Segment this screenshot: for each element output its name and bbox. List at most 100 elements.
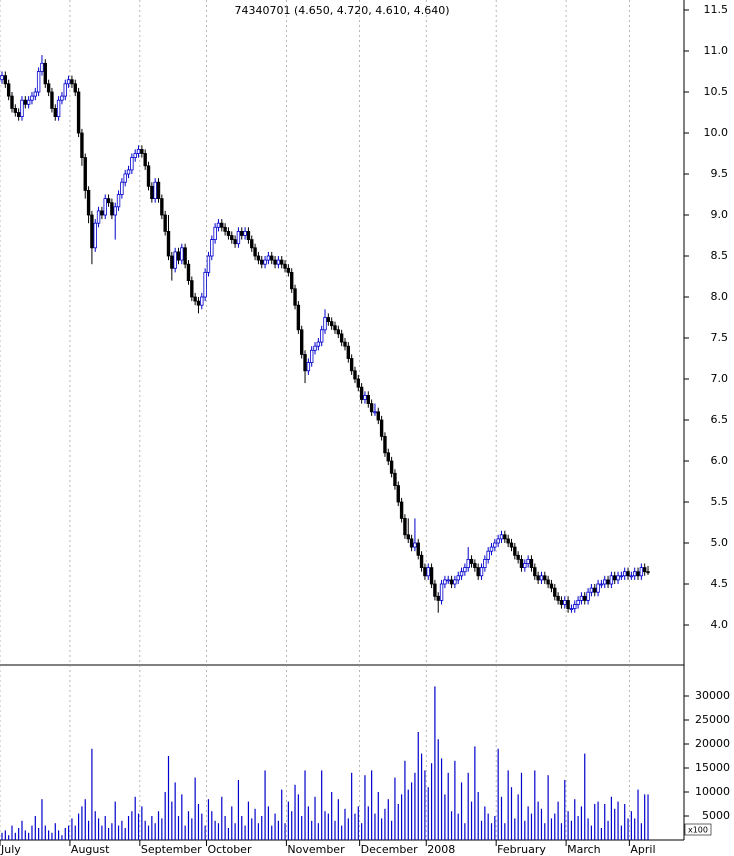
candle-body: [30, 95, 34, 101]
y-tick-label: 5000: [702, 809, 730, 822]
candle-body: [333, 325, 337, 331]
candle-body: [153, 181, 157, 199]
candle-body: [266, 255, 271, 261]
candle-body: [260, 259, 264, 265]
candle-body: [23, 99, 28, 105]
y-tick-label: 15000: [695, 761, 730, 774]
candle-body: [16, 112, 21, 117]
candle-body: [529, 559, 534, 569]
candle-body: [280, 259, 284, 265]
candle-body: [270, 255, 274, 261]
candle-body: [130, 157, 134, 171]
candle-body: [413, 542, 417, 548]
candle-body: [383, 435, 387, 454]
x-tick-label: December: [361, 843, 419, 856]
candle-body: [426, 567, 430, 577]
candle-body: [349, 358, 354, 372]
candle-body: [386, 452, 390, 462]
candle-body: [90, 214, 94, 249]
candle-body: [473, 563, 477, 568]
candle-body: [533, 567, 537, 577]
candle-body: [273, 259, 277, 265]
candle-body: [46, 83, 51, 93]
candle-body: [642, 567, 647, 573]
candle-body: [613, 575, 617, 581]
candle-body: [166, 230, 171, 257]
candle-body: [449, 579, 454, 585]
candle-body: [419, 554, 424, 568]
candle-body: [100, 210, 104, 216]
candle-body: [379, 419, 384, 437]
candle-body: [576, 600, 580, 605]
candle-body: [609, 575, 614, 585]
candle-body: [223, 226, 227, 232]
x-tick-label: February: [497, 843, 546, 856]
candle-body: [573, 604, 577, 609]
y-tick-label: 11.5: [704, 3, 729, 16]
candle-body: [429, 567, 434, 585]
candle-body: [276, 259, 281, 265]
candle-body: [216, 222, 221, 228]
candle-body: [563, 600, 567, 605]
candle-body: [256, 255, 261, 261]
candle-body: [453, 579, 457, 585]
y-tick-label: 8.5: [711, 249, 729, 262]
candle-body: [636, 571, 640, 577]
candle-body: [3, 75, 8, 85]
x-tick-label: October: [207, 843, 251, 856]
candle-body: [170, 255, 174, 269]
candle-body: [73, 83, 77, 93]
candle-body: [346, 345, 351, 359]
candle-body: [140, 148, 144, 154]
candle-body: [466, 559, 470, 569]
candle-body: [56, 99, 61, 117]
candle-body: [406, 534, 410, 540]
candle-body: [503, 534, 507, 540]
candle-body: [363, 394, 367, 400]
candle-body: [263, 259, 267, 265]
candle-body: [250, 239, 254, 249]
candle-body: [396, 485, 400, 503]
candle-body: [603, 579, 607, 585]
candle-body: [93, 222, 97, 249]
candle-body: [513, 546, 517, 556]
candle-body: [619, 575, 624, 578]
candle-body: [220, 222, 224, 228]
candle-body: [496, 538, 500, 544]
candle-body: [96, 210, 101, 224]
candle-body: [150, 185, 154, 200]
candle-body: [323, 317, 327, 331]
candle-body: [236, 230, 241, 245]
candle-body: [316, 341, 321, 347]
candle-body: [606, 579, 610, 585]
y-tick-label: 9.0: [711, 208, 729, 221]
candle-body: [210, 239, 214, 257]
candle-body: [499, 534, 504, 540]
candle-body: [133, 153, 137, 158]
chart-title: 74340701 (4.650, 4.720, 4.610, 4.640): [234, 4, 449, 17]
candle-body: [143, 153, 147, 167]
y-tick-label: 9.5: [711, 167, 729, 180]
candle-body: [303, 353, 307, 372]
x-tick-label: July: [0, 843, 21, 856]
candle-body: [633, 571, 637, 577]
candle-body: [63, 83, 67, 97]
candle-body: [40, 62, 44, 72]
y-tick-label: 10000: [695, 785, 730, 798]
candle-body: [399, 501, 404, 519]
y-tick-label: 11.0: [704, 44, 729, 57]
candle-body: [549, 583, 554, 589]
candle-body: [243, 230, 247, 236]
candle-body: [469, 559, 474, 564]
candle-body: [200, 296, 204, 306]
y-tick-label: 6.5: [711, 413, 729, 426]
candle-body: [86, 189, 91, 216]
candle-body: [479, 567, 484, 577]
candle-body: [233, 239, 237, 245]
candle-body: [76, 91, 81, 134]
candle-body: [230, 235, 234, 240]
candle-body: [173, 251, 177, 269]
y-tick-label: 5.0: [711, 536, 729, 549]
candle-body: [176, 251, 181, 261]
candle-body: [389, 460, 394, 474]
